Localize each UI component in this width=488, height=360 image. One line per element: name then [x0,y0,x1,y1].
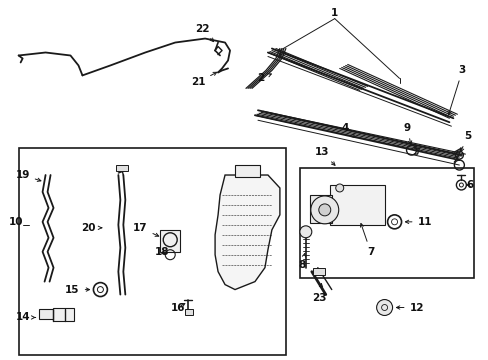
Circle shape [299,226,311,238]
Text: 6: 6 [466,180,473,190]
Text: 4: 4 [340,123,354,138]
Text: 1: 1 [330,8,338,18]
Text: 10: 10 [9,217,23,227]
Bar [309,195,331,223]
Text: 20: 20 [81,223,102,233]
Circle shape [335,184,343,192]
Text: 8: 8 [298,253,305,270]
Bar [52,307,74,321]
Text: 21: 21 [190,72,216,87]
Text: 17: 17 [133,223,159,236]
Text: 23: 23 [312,283,326,302]
Bar [299,168,473,278]
Circle shape [376,300,392,315]
Text: 3: 3 [447,66,465,114]
Bar [185,310,193,315]
Text: 18: 18 [155,247,169,257]
Text: 7: 7 [360,224,373,257]
Text: 2: 2 [257,73,271,84]
Bar [160,230,180,252]
Text: 19: 19 [16,170,41,181]
Bar [39,310,52,319]
Text: 5: 5 [460,131,470,152]
Circle shape [310,196,338,224]
Text: 12: 12 [396,302,423,312]
Text: 14: 14 [15,312,36,323]
Text: 22: 22 [195,24,213,42]
Bar [312,268,324,275]
Bar [116,165,128,171]
Bar [235,165,260,177]
Polygon shape [215,175,279,289]
Bar [19,148,285,355]
Text: 16: 16 [171,302,185,312]
Text: 11: 11 [405,217,431,227]
Text: 15: 15 [65,284,89,294]
Bar [329,185,384,225]
Text: 13: 13 [314,147,334,165]
Circle shape [318,204,330,216]
Text: 9: 9 [403,123,411,144]
